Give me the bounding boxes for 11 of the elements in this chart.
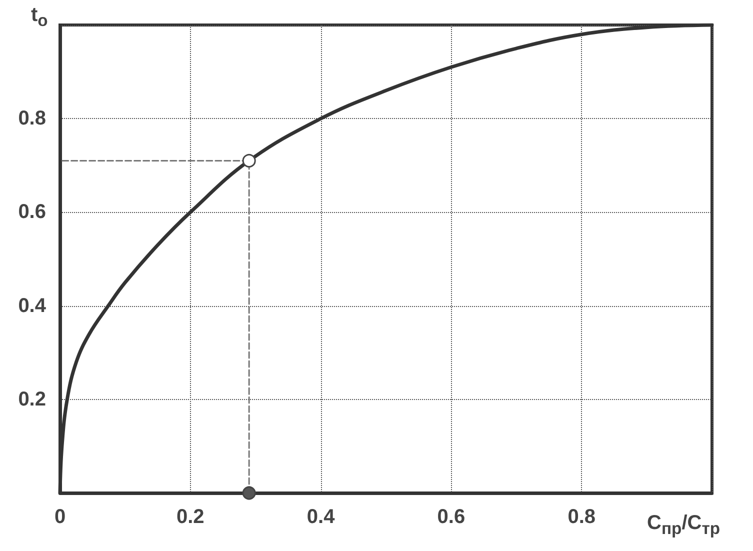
x-tick-label: 0.6 xyxy=(437,506,466,528)
x-tick-label: 0.8 xyxy=(568,506,596,528)
y-tick-label: 0.6 xyxy=(18,201,46,224)
y-tick-label: 0.4 xyxy=(18,294,47,317)
x-axis-title: C$_{пр}$/C$_{тр}$ xyxy=(647,512,720,538)
y-tick-label: 0.8 xyxy=(18,108,46,130)
y-tick-label: 0.2 xyxy=(18,388,46,410)
x-tick-label: 0 xyxy=(54,506,66,528)
x-tick-label: 0.4 xyxy=(306,506,336,528)
x-tick-label: 0.2 xyxy=(176,506,204,528)
y-axis-title: t$_{o}$ xyxy=(31,4,48,30)
